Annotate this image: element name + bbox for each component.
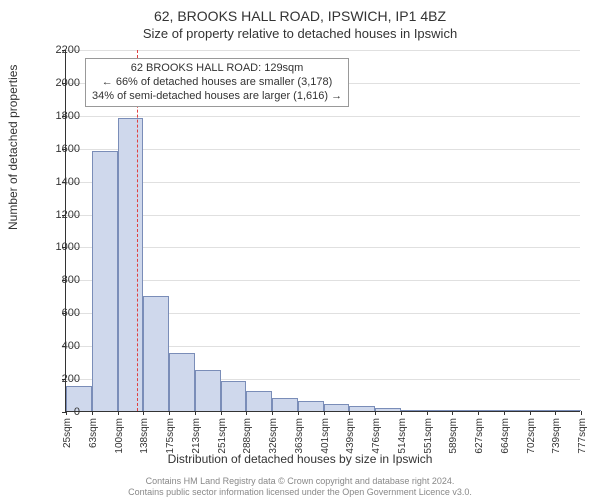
x-tick — [375, 411, 376, 415]
x-tick — [581, 411, 582, 415]
histogram-bar — [349, 406, 375, 411]
x-tick — [246, 411, 247, 415]
y-tick-label: 2000 — [40, 77, 80, 89]
y-tick-label: 1400 — [40, 176, 80, 188]
y-tick-label: 0 — [40, 406, 80, 418]
x-tick — [298, 411, 299, 415]
y-axis-label: Number of detached properties — [6, 65, 20, 230]
x-tick — [349, 411, 350, 415]
x-tick-label: 589sqm — [448, 418, 459, 454]
histogram-bar — [504, 410, 530, 411]
y-tick-label: 1200 — [40, 209, 80, 221]
x-tick-label: 514sqm — [397, 418, 408, 454]
x-tick-label: 175sqm — [165, 418, 176, 454]
x-tick-label: 627sqm — [474, 418, 485, 454]
x-tick — [169, 411, 170, 415]
x-tick — [530, 411, 531, 415]
histogram-bar — [143, 296, 169, 411]
x-tick-label: 401sqm — [320, 418, 331, 454]
chart-title-desc: Size of property relative to detached ho… — [0, 26, 600, 41]
x-tick — [272, 411, 273, 415]
histogram-bar — [118, 118, 144, 411]
x-tick — [478, 411, 479, 415]
y-tick-label: 400 — [40, 340, 80, 352]
histogram-bar — [324, 404, 350, 411]
x-tick — [118, 411, 119, 415]
gridline — [66, 116, 580, 117]
x-tick-label: 213sqm — [191, 418, 202, 454]
attribution-footer: Contains HM Land Registry data © Crown c… — [0, 476, 600, 498]
y-tick-label: 800 — [40, 274, 80, 286]
gridline — [66, 50, 580, 51]
x-tick-label: 363sqm — [294, 418, 305, 454]
x-tick — [92, 411, 93, 415]
x-tick — [195, 411, 196, 415]
histogram-bar — [272, 398, 298, 411]
x-tick-label: 476sqm — [371, 418, 382, 454]
histogram-bar — [298, 401, 324, 411]
histogram-bar — [221, 381, 247, 411]
x-tick — [143, 411, 144, 415]
x-tick — [504, 411, 505, 415]
histogram-bar — [246, 391, 272, 411]
histogram-bar — [195, 370, 221, 411]
histogram-bar — [401, 410, 427, 411]
x-tick-label: 439sqm — [345, 418, 356, 454]
x-tick-label: 100sqm — [114, 418, 125, 454]
x-tick-label: 326sqm — [268, 418, 279, 454]
annot-line-3: 34% of semi-detached houses are larger (… — [92, 90, 342, 104]
histogram-bar — [169, 353, 195, 411]
footer-line-1: Contains HM Land Registry data © Crown c… — [0, 476, 600, 487]
x-tick-label: 702sqm — [526, 418, 537, 454]
x-tick-label: 25sqm — [62, 418, 73, 448]
annot-line-1: 62 BROOKS HALL ROAD: 129sqm — [92, 62, 342, 76]
x-tick — [427, 411, 428, 415]
x-tick-label: 288sqm — [242, 418, 253, 454]
x-axis-label: Distribution of detached houses by size … — [0, 452, 600, 466]
x-tick-label: 777sqm — [577, 418, 588, 454]
y-tick-label: 1000 — [40, 241, 80, 253]
x-tick — [324, 411, 325, 415]
x-tick-label: 664sqm — [500, 418, 511, 454]
x-tick — [221, 411, 222, 415]
annot-line-2: ← 66% of detached houses are smaller (3,… — [92, 76, 342, 90]
histogram-bar — [530, 410, 556, 411]
histogram-bar — [478, 410, 504, 411]
footer-line-2: Contains public sector information licen… — [0, 487, 600, 498]
histogram-bar — [452, 410, 478, 411]
annotation-box: 62 BROOKS HALL ROAD: 129sqm← 66% of deta… — [85, 58, 349, 107]
y-tick-label: 2200 — [40, 44, 80, 56]
chart-title-address: 62, BROOKS HALL ROAD, IPSWICH, IP1 4BZ — [0, 8, 600, 24]
histogram-bar — [375, 408, 401, 411]
x-tick-label: 251sqm — [217, 418, 228, 454]
histogram-bar — [555, 410, 581, 411]
x-tick-label: 551sqm — [423, 418, 434, 454]
y-tick-label: 200 — [40, 373, 80, 385]
y-tick-label: 1800 — [40, 110, 80, 122]
x-tick — [401, 411, 402, 415]
x-tick-label: 138sqm — [139, 418, 150, 454]
x-tick-label: 739sqm — [551, 418, 562, 454]
x-tick — [555, 411, 556, 415]
histogram-bar — [427, 410, 453, 411]
x-tick-label: 63sqm — [88, 418, 99, 448]
histogram-bar — [92, 151, 118, 411]
y-tick-label: 1600 — [40, 143, 80, 155]
x-tick — [452, 411, 453, 415]
y-tick-label: 600 — [40, 307, 80, 319]
